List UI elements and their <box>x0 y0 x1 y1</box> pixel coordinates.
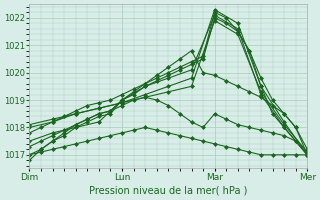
X-axis label: Pression niveau de la mer( hPa ): Pression niveau de la mer( hPa ) <box>89 186 248 196</box>
